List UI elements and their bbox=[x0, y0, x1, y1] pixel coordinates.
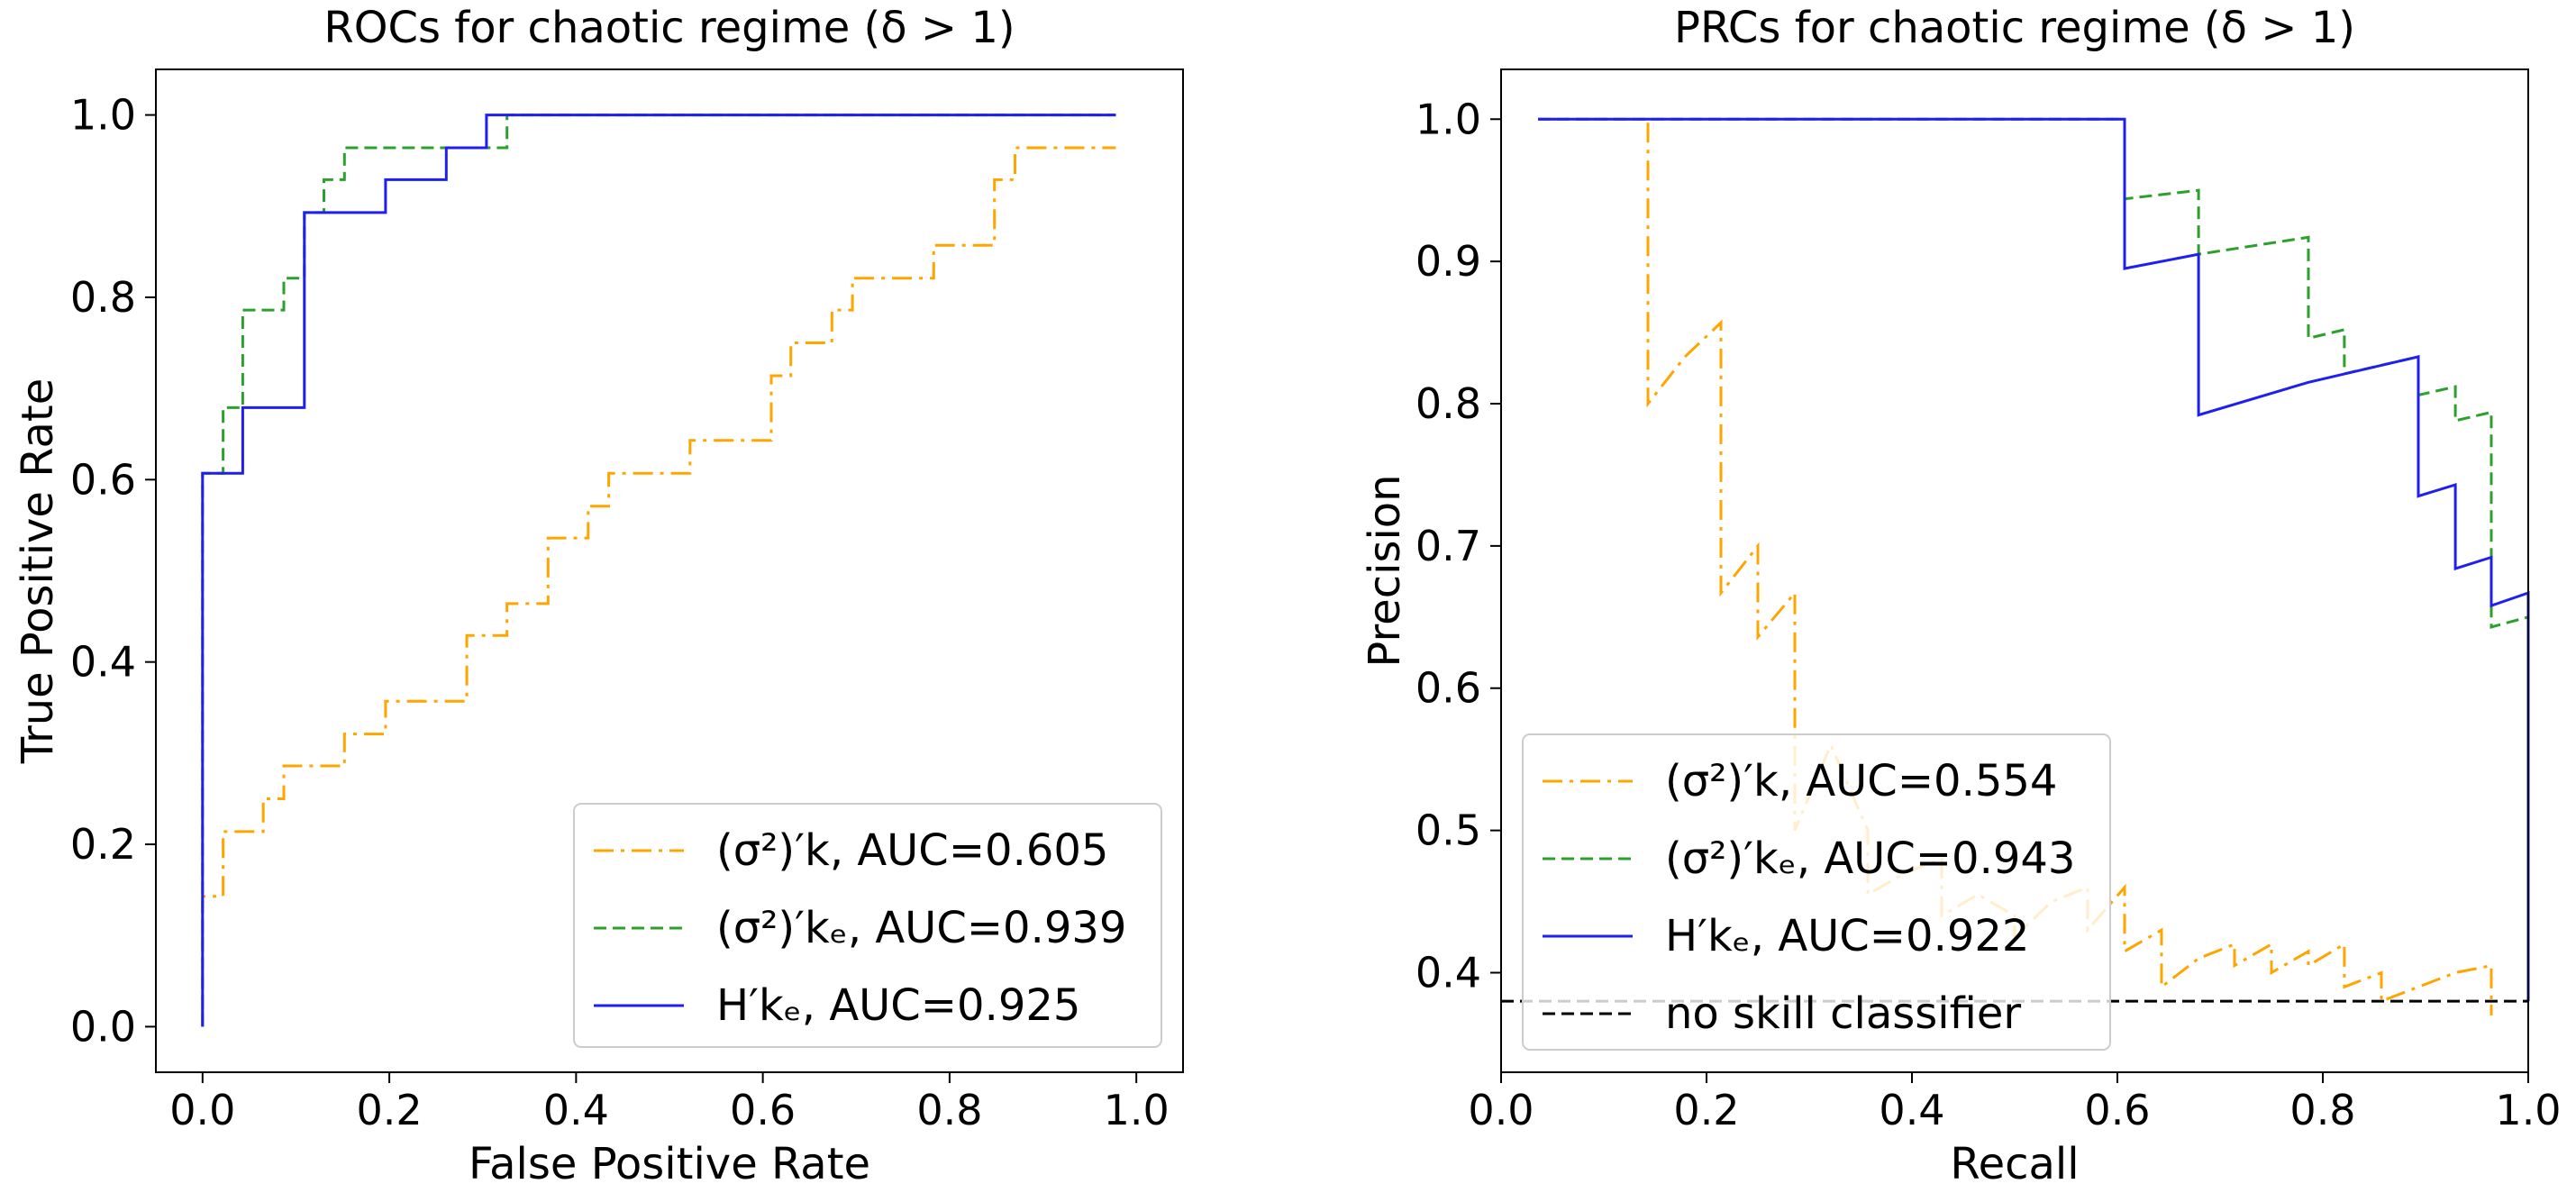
chart-title: ROCs for chaotic regime (δ > 1) bbox=[323, 3, 1015, 53]
series-line-1 bbox=[201, 114, 1116, 1027]
series-line-2 bbox=[1538, 117, 2530, 1002]
axes-frame bbox=[1500, 68, 2529, 1073]
x-axis-label: Recall bbox=[1950, 1139, 2079, 1189]
y-tick-label: 1.0 bbox=[70, 91, 136, 140]
x-tick-label: 0.0 bbox=[1468, 1086, 1534, 1134]
y-tick-label: 0.8 bbox=[1415, 379, 1481, 428]
series-line-0 bbox=[201, 146, 1116, 1027]
chart-title: PRCs for chaotic regime (δ > 1) bbox=[1674, 3, 2355, 53]
y-tick-label: 0.4 bbox=[1415, 948, 1481, 997]
x-tick-label: 0.8 bbox=[2289, 1086, 2355, 1134]
y-tick-label: 0.8 bbox=[70, 273, 136, 322]
legend-label-0: (σ²)′k, AUC=0.605 bbox=[716, 825, 1108, 876]
y-tick-label: 0.0 bbox=[70, 1002, 136, 1051]
y-tick-label: 0.4 bbox=[70, 638, 136, 687]
legend-box bbox=[1522, 733, 2111, 1051]
y-tick-label: 0.6 bbox=[70, 455, 136, 504]
y-tick-label: 0.9 bbox=[1415, 237, 1481, 286]
legend-label-1: (σ²)′kₑ, AUC=0.943 bbox=[1665, 833, 2075, 884]
legend-label-2: H′kₑ, AUC=0.922 bbox=[1665, 911, 2029, 961]
y-axis-label: True Positive Rate bbox=[13, 378, 63, 765]
legend-label-2: H′kₑ, AUC=0.925 bbox=[716, 980, 1080, 1031]
y-tick-label: 1.0 bbox=[1415, 95, 1481, 143]
axes-frame bbox=[155, 68, 1184, 1073]
x-tick-label: 0.6 bbox=[730, 1086, 796, 1134]
series-line-2 bbox=[201, 114, 1116, 1027]
legend-box bbox=[573, 803, 1162, 1048]
y-tick-label: 0.5 bbox=[1415, 806, 1481, 855]
x-tick-label: 0.0 bbox=[169, 1086, 235, 1134]
legend-label-3: no skill classifier bbox=[1665, 988, 2021, 1039]
x-tick-label: 0.2 bbox=[357, 1086, 423, 1134]
y-tick-label: 0.7 bbox=[1415, 522, 1481, 570]
legend: (σ²)′k, AUC=0.554 (σ²)′kₑ, AUC=0.943 H′kₑ,… bbox=[1522, 733, 2111, 1051]
chart-1: PRCs for chaotic regime (δ > 1) 0.0 0.2 0.4… bbox=[1360, 3, 2562, 1189]
y-tick-label: 0.2 bbox=[70, 820, 136, 869]
y-tick-label: 0.6 bbox=[1415, 664, 1481, 713]
x-tick-label: 1.0 bbox=[1104, 1086, 1170, 1134]
x-tick-label: 0.4 bbox=[543, 1086, 609, 1134]
x-tick-label: 1.0 bbox=[2495, 1086, 2561, 1134]
x-axis-label: False Positive Rate bbox=[469, 1139, 870, 1189]
x-tick-label: 0.6 bbox=[2084, 1086, 2150, 1134]
chart-0: ROCs for chaotic regime (δ > 1) 0.0 0.2 0.4… bbox=[13, 3, 1184, 1189]
y-axis-label: Precision bbox=[1360, 474, 1410, 667]
x-tick-label: 0.4 bbox=[1879, 1086, 1944, 1134]
legend-label-0: (σ²)′k, AUC=0.554 bbox=[1665, 756, 2057, 806]
x-tick-label: 0.2 bbox=[1673, 1086, 1739, 1134]
legend-label-1: (σ²)′kₑ, AUC=0.939 bbox=[716, 903, 1126, 953]
legend: (σ²)′k, AUC=0.605 (σ²)′kₑ, AUC=0.939 H′kₑ,… bbox=[573, 803, 1162, 1048]
x-tick-label: 0.8 bbox=[916, 1086, 982, 1134]
